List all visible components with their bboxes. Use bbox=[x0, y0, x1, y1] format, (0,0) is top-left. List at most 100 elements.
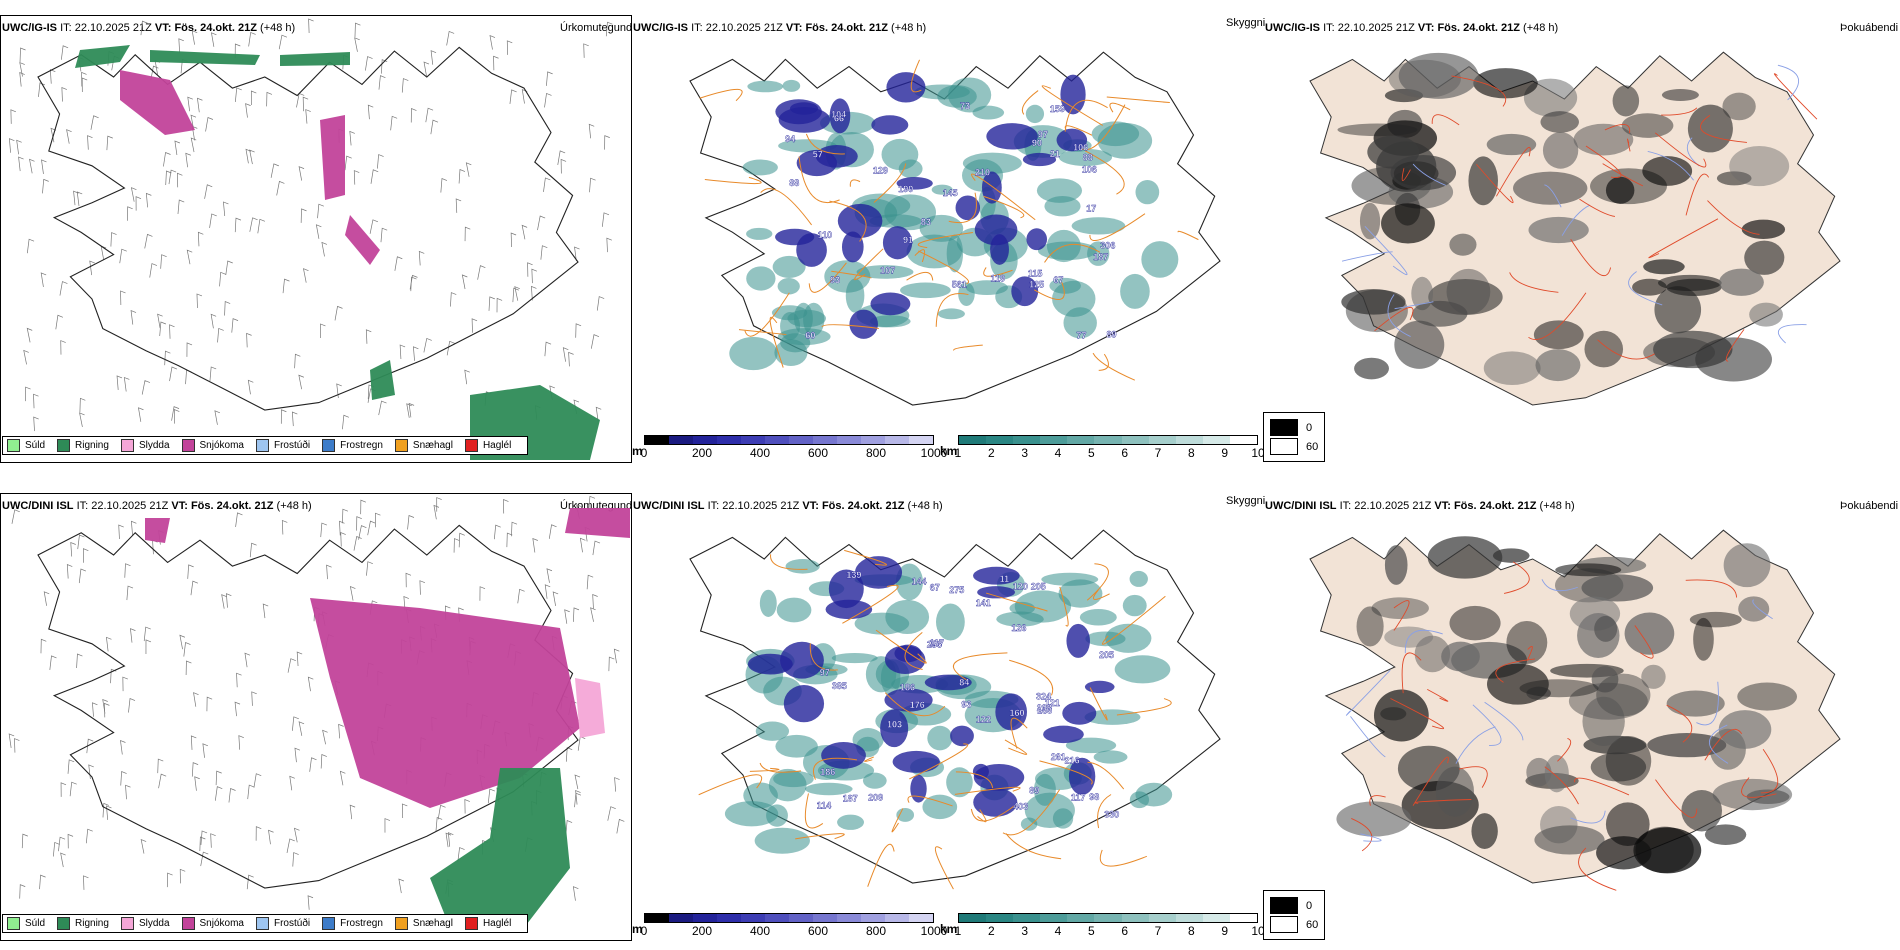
fog-area bbox=[1371, 597, 1429, 620]
fog-area bbox=[1661, 89, 1699, 102]
wind-barb bbox=[408, 402, 415, 418]
wind-barb bbox=[186, 249, 193, 265]
colorbar-cell bbox=[717, 914, 741, 922]
road-line bbox=[955, 771, 994, 789]
wind-barb bbox=[159, 321, 167, 337]
wind-barb bbox=[21, 833, 28, 849]
ceiling-label: 107 bbox=[880, 265, 895, 275]
wind-barb bbox=[127, 206, 133, 221]
wind-barb bbox=[531, 285, 537, 301]
road-line bbox=[1696, 681, 1719, 726]
ceiling-area bbox=[828, 569, 864, 609]
colorbar-tick: 3 bbox=[1021, 446, 1028, 460]
legend-item: Rigning bbox=[57, 917, 109, 930]
road-line bbox=[1458, 766, 1488, 788]
wind-barb bbox=[370, 169, 379, 184]
road-line bbox=[1021, 90, 1039, 115]
road-line bbox=[1604, 124, 1631, 134]
wind-barb bbox=[506, 40, 513, 55]
legend-label: Slydda bbox=[138, 440, 170, 451]
wind-barb bbox=[447, 832, 454, 847]
fog-area bbox=[1582, 696, 1625, 746]
wind-barb bbox=[338, 723, 344, 739]
legend-swatch bbox=[322, 439, 336, 452]
road-line bbox=[1364, 225, 1408, 276]
wind-barb bbox=[410, 276, 417, 292]
road-line bbox=[1004, 739, 1028, 755]
fog-area bbox=[1581, 574, 1654, 602]
ceiling-area bbox=[880, 709, 909, 748]
row-2: UWC/DINI ISL IT: 22.10.2025 21Z VT: Fös.… bbox=[0, 478, 1900, 950]
colorbar-cell bbox=[986, 914, 1014, 922]
road-line bbox=[842, 584, 899, 624]
fog-key-row: 0 bbox=[1270, 897, 1318, 914]
wind-barb bbox=[234, 701, 241, 717]
colorbar-tick: 3 bbox=[1021, 924, 1028, 938]
road-line bbox=[1648, 218, 1719, 259]
wind-barb bbox=[510, 232, 517, 248]
colorbar-tick: 400 bbox=[749, 924, 771, 938]
road-line bbox=[1086, 563, 1109, 601]
wind-barb bbox=[38, 82, 46, 97]
road-line bbox=[1685, 579, 1738, 598]
wind-barb bbox=[294, 827, 300, 843]
road-line bbox=[1476, 163, 1514, 204]
ceiling-area bbox=[849, 309, 878, 339]
ceiling-label: 403 bbox=[1013, 802, 1028, 812]
wind-barb bbox=[458, 169, 466, 184]
wind-barb bbox=[234, 87, 242, 102]
fog-key-label: 0 bbox=[1306, 899, 1313, 912]
visibility-area bbox=[1025, 104, 1045, 124]
ceiling-area bbox=[950, 725, 974, 747]
legend-swatch bbox=[181, 439, 195, 452]
legend-swatch bbox=[120, 439, 134, 452]
wind-barb bbox=[608, 656, 615, 672]
wind-barb bbox=[289, 775, 295, 791]
fog-area bbox=[1657, 274, 1722, 291]
precip-area bbox=[310, 598, 580, 808]
wind-barb bbox=[79, 412, 85, 428]
wind-barb bbox=[160, 254, 167, 269]
wind-barb bbox=[378, 400, 387, 416]
it-label: IT: bbox=[60, 22, 72, 34]
wind-barb bbox=[276, 180, 285, 196]
wind-barb bbox=[298, 721, 305, 736]
wind-barb bbox=[300, 208, 307, 223]
ceiling-label: 98 bbox=[1089, 792, 1099, 802]
ceiling-label: 117 bbox=[929, 638, 944, 648]
wind-barb bbox=[544, 92, 552, 108]
fog-key-swatch bbox=[1270, 916, 1298, 933]
road-line bbox=[1570, 810, 1606, 824]
road-line bbox=[808, 262, 847, 293]
road-line bbox=[1414, 799, 1472, 804]
map-precip-1 bbox=[8, 18, 613, 460]
fog-area bbox=[1394, 320, 1445, 369]
ceiling-area bbox=[783, 685, 825, 723]
wind-barb bbox=[394, 256, 403, 271]
legend-item: Frostregn bbox=[322, 917, 383, 930]
wind-barb bbox=[197, 231, 204, 247]
wind-barb bbox=[298, 374, 304, 390]
road-line bbox=[1544, 766, 1579, 805]
ceiling-label: 120 bbox=[1013, 581, 1028, 591]
wind-barb bbox=[157, 313, 163, 329]
road-line bbox=[909, 743, 969, 780]
road-line bbox=[970, 804, 1016, 822]
ceiling-area bbox=[894, 644, 922, 663]
fog-area bbox=[1356, 606, 1384, 647]
ceiling-label: 117 bbox=[1071, 793, 1086, 803]
legend-item: Frostúði bbox=[255, 917, 310, 930]
wind-barb bbox=[588, 495, 596, 511]
fog-area bbox=[1590, 752, 1647, 782]
road-line bbox=[1557, 738, 1572, 762]
ceiling-label: 216 bbox=[1065, 756, 1080, 766]
wind-barb bbox=[425, 107, 434, 123]
wind-barb bbox=[110, 232, 117, 247]
visibility-area bbox=[895, 563, 923, 601]
fog-area bbox=[1528, 216, 1589, 244]
road-line bbox=[749, 767, 780, 772]
fog-area bbox=[1738, 596, 1770, 622]
wind-barb bbox=[238, 735, 244, 750]
wind-barb bbox=[60, 782, 67, 797]
wind-barb bbox=[190, 580, 198, 596]
